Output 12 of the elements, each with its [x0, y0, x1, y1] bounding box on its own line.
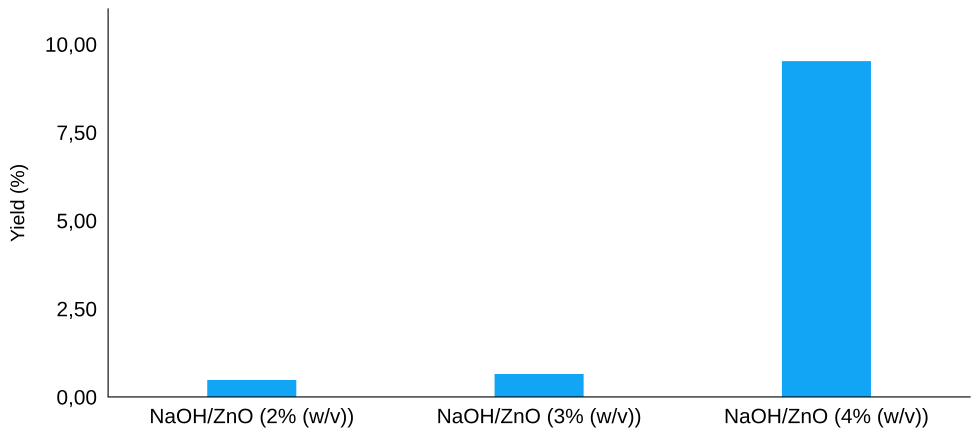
bar	[782, 61, 871, 397]
bar	[207, 380, 296, 397]
y-tick-label: 5,00	[57, 214, 96, 231]
y-tick-label: 10,00	[46, 37, 96, 54]
y-tick-label: 0,00	[57, 390, 96, 408]
x-tick-label: NaOH/ZnO (4% (w/v))	[726, 408, 928, 428]
y-axis-title: Yield (%)	[10, 165, 28, 242]
y-tick-label: 7,50	[58, 125, 96, 143]
y-tick-label: 2,50	[58, 302, 96, 319]
x-tick-label: NaOH/ZnO (3% (w/v))	[438, 408, 640, 428]
x-tick-label: NaOH/ZnO (2% (w/v))	[151, 408, 353, 428]
bar	[494, 374, 584, 397]
